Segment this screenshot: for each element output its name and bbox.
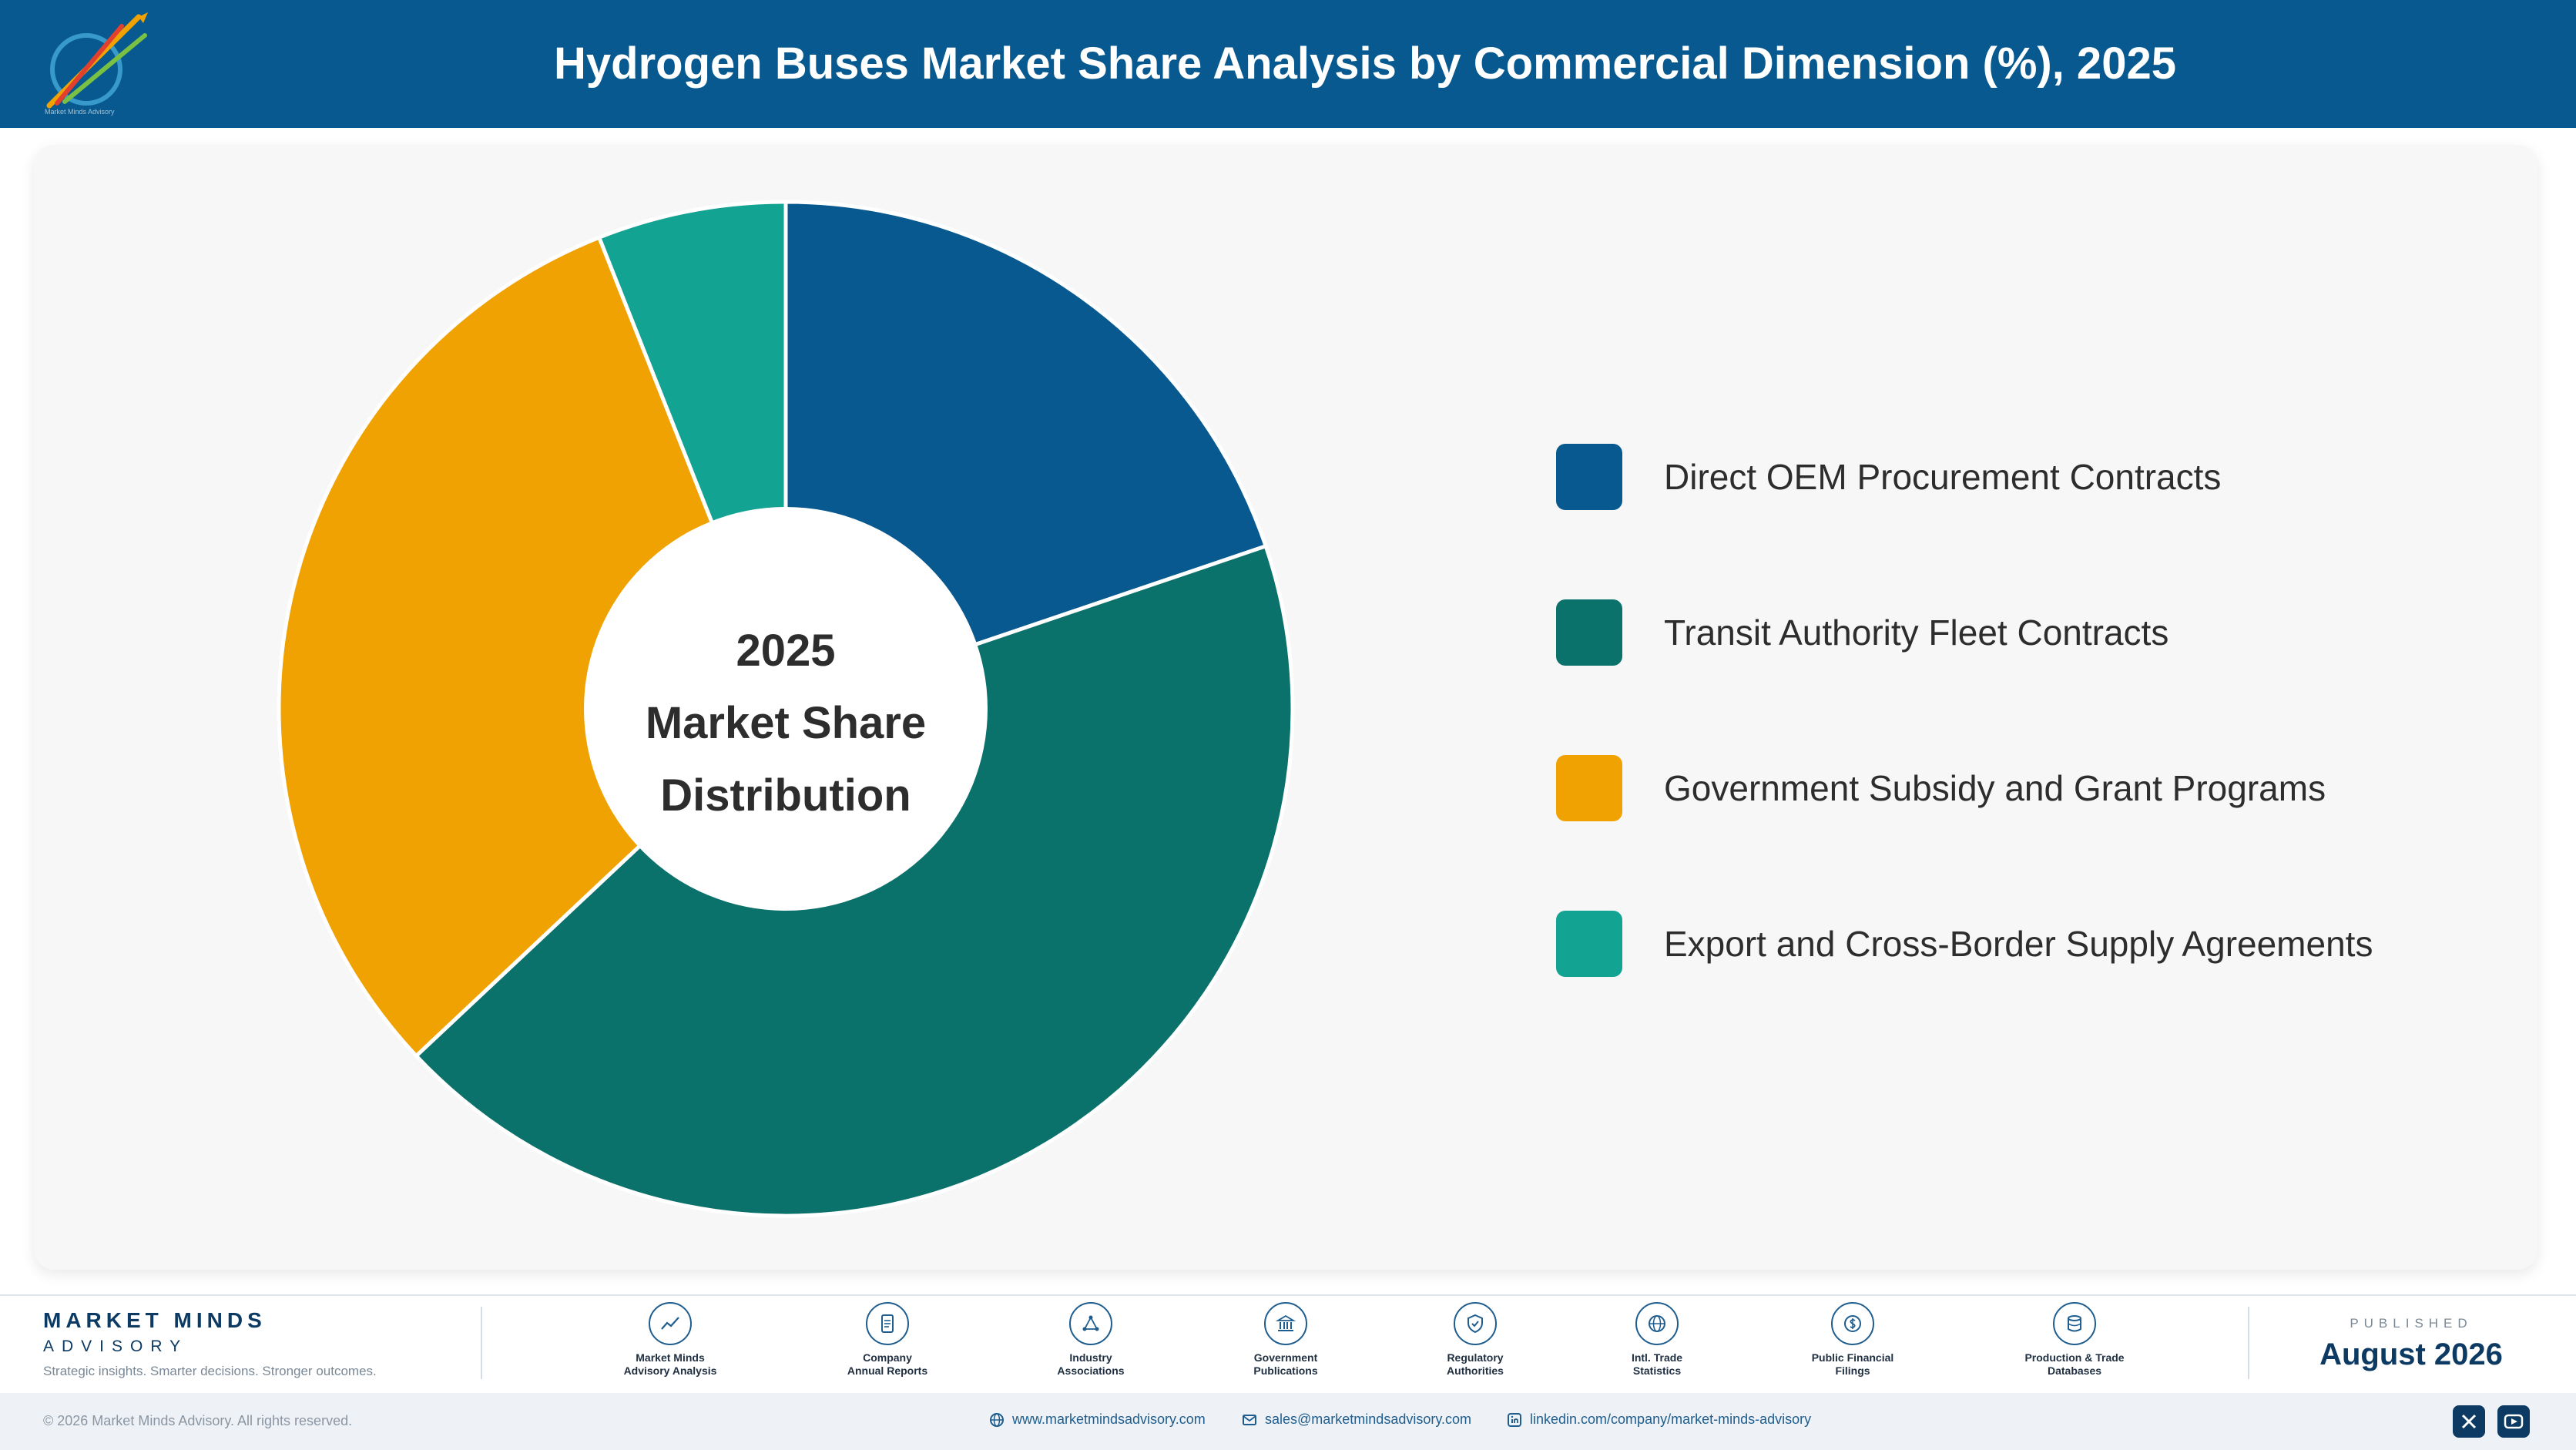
header-bar: Market Minds Advisory Hydrogen Buses Mar… xyxy=(0,0,2576,128)
pie-slice-3 xyxy=(277,234,788,1059)
source-item: Public Financial Filings xyxy=(1776,1302,1930,1378)
x-icon xyxy=(2461,1414,2477,1429)
source-label-line2: Statistics xyxy=(1632,1364,1682,1377)
brand-subtitle: ADVISORY xyxy=(43,1338,189,1355)
source-label-line2: Annual Reports xyxy=(847,1364,928,1377)
source-item: Production & Trade Databases xyxy=(1997,1302,2152,1378)
footer-separator xyxy=(2248,1307,2249,1379)
shield-check-icon xyxy=(1467,1314,1483,1334)
source-icon-badge xyxy=(1831,1302,1874,1345)
source-label: Company Annual Reports xyxy=(810,1351,964,1378)
legend-label: Transit Authority Fleet Contracts xyxy=(1664,613,2169,653)
footer-separator xyxy=(481,1307,482,1379)
source-label-line2: Databases xyxy=(2047,1364,2102,1377)
published-date: August 2026 xyxy=(2319,1338,2503,1371)
brand-name: MARKET MINDS xyxy=(43,1308,267,1332)
legend-label: Direct OEM Procurement Contracts xyxy=(1664,457,2222,497)
email-link[interactable]: sales@marketmindsadvisory.com xyxy=(1242,1411,1471,1428)
network-icon xyxy=(1082,1315,1099,1331)
email-text: sales@marketmindsadvisory.com xyxy=(1265,1411,1472,1427)
legend-label: Export and Cross-Border Supply Agreement… xyxy=(1664,924,2373,964)
source-icon-badge xyxy=(2053,1302,2096,1345)
currency-icon xyxy=(1844,1315,1861,1332)
trend-chart-icon xyxy=(661,1317,679,1330)
document-icon xyxy=(881,1314,894,1333)
source-label: Industry Associations xyxy=(1014,1351,1168,1378)
source-label-line2: Authorities xyxy=(1447,1364,1504,1377)
source-label-line1: Company xyxy=(863,1351,912,1364)
government-building-icon xyxy=(1276,1314,1296,1331)
source-label-line1: Production & Trade xyxy=(2024,1351,2125,1364)
source-item: Company Annual Reports xyxy=(810,1302,964,1378)
source-item: Government Publications xyxy=(1209,1302,1363,1378)
company-logo xyxy=(39,9,154,121)
published-label: PUBLISHED xyxy=(2350,1316,2473,1331)
bottom-bar xyxy=(0,1393,2576,1450)
source-icon-badge xyxy=(1069,1302,1112,1345)
website-text: www.marketmindsadvisory.com xyxy=(1012,1411,1206,1427)
published-block: PUBLISHED August 2026 xyxy=(2272,1316,2550,1372)
source-label: Public Financial Filings xyxy=(1776,1351,1930,1378)
database-icon xyxy=(2068,1315,2081,1332)
brand-tagline: Strategic insights. Smarter decisions. S… xyxy=(43,1364,377,1378)
globe-icon xyxy=(1649,1315,1665,1332)
youtube-social-button[interactable] xyxy=(2497,1405,2530,1438)
donut-hole xyxy=(584,507,988,911)
source-label: Regulatory Authorities xyxy=(1398,1351,1552,1378)
source-label-line1: Government xyxy=(1253,1351,1318,1364)
center-label-line3: Distribution xyxy=(660,770,911,821)
source-item: Intl. Trade Statistics xyxy=(1580,1302,1734,1378)
source-label-line2: Publications xyxy=(1253,1364,1318,1377)
donut-chart: 2025 Market Share Distribution xyxy=(277,202,1293,1216)
x-social-button[interactable] xyxy=(2453,1405,2485,1438)
source-label-line1: Regulatory xyxy=(1447,1351,1504,1364)
source-label-line1: Market Minds xyxy=(636,1351,705,1364)
center-label-line2: Market Share xyxy=(646,698,926,748)
legend-label: Government Subsidy and Grant Programs xyxy=(1664,768,2326,808)
legend-swatch xyxy=(1556,444,1622,510)
source-icon-badge xyxy=(649,1302,692,1345)
source-icon-badge xyxy=(1635,1302,1679,1345)
footer-brand: MARKET MINDS ADVISORY Strategic insights… xyxy=(43,1308,377,1379)
youtube-icon xyxy=(2504,1414,2524,1429)
source-item: Market Minds Advisory Analysis xyxy=(593,1302,747,1378)
linkedin-text: linkedin.com/company/market-minds-adviso… xyxy=(1530,1411,1812,1427)
source-item: Regulatory Authorities xyxy=(1398,1302,1552,1378)
legend-swatch xyxy=(1556,755,1622,821)
source-label-line2: Advisory Analysis xyxy=(623,1364,717,1377)
source-icon-badge xyxy=(1264,1302,1307,1345)
source-label-line2: Filings xyxy=(1835,1364,1870,1377)
legend-swatch xyxy=(1556,599,1622,666)
logo-text: Market Minds Advisory xyxy=(45,108,115,116)
source-icon-badge xyxy=(866,1302,909,1345)
source-label-line2: Associations xyxy=(1057,1364,1125,1377)
footer-divider xyxy=(0,1294,2576,1296)
logo-mark-icon xyxy=(46,12,148,109)
source-label: Government Publications xyxy=(1209,1351,1363,1378)
source-item: Industry Associations xyxy=(1014,1302,1168,1378)
website-link[interactable]: www.marketmindsadvisory.com xyxy=(989,1411,1206,1428)
source-icon-badge xyxy=(1454,1302,1497,1345)
source-label-line1: Intl. Trade xyxy=(1631,1351,1683,1364)
linkedin-link[interactable]: linkedin.com/company/market-minds-adviso… xyxy=(1507,1411,1811,1428)
source-label: Production & Trade Databases xyxy=(1997,1351,2152,1378)
globe-icon xyxy=(990,1413,1004,1428)
legend-swatch xyxy=(1556,911,1622,977)
source-label-line1: Industry xyxy=(1069,1351,1112,1364)
source-label: Intl. Trade Statistics xyxy=(1580,1351,1734,1378)
linkedin-icon xyxy=(1508,1413,1521,1428)
page-title: Hydrogen Buses Market Share Analysis by … xyxy=(554,39,2176,89)
source-label-line1: Public Financial xyxy=(1811,1351,1894,1364)
source-label: Market Minds Advisory Analysis xyxy=(593,1351,747,1378)
mail-icon xyxy=(1243,1415,1256,1426)
center-label-year: 2025 xyxy=(736,626,835,676)
copyright-text: © 2026 Market Minds Advisory. All rights… xyxy=(43,1413,353,1428)
